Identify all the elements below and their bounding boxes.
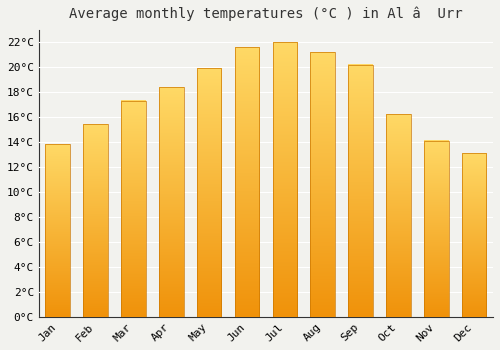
- Bar: [424, 141, 448, 317]
- Bar: [159, 87, 184, 317]
- Bar: [462, 153, 486, 317]
- Bar: [121, 101, 146, 317]
- Bar: [84, 125, 108, 317]
- Bar: [272, 42, 297, 317]
- Bar: [386, 114, 410, 317]
- Title: Average monthly temperatures (°C ) in Al â  Urr: Average monthly temperatures (°C ) in Al…: [69, 7, 462, 21]
- Bar: [197, 68, 222, 317]
- Bar: [234, 47, 260, 317]
- Bar: [46, 145, 70, 317]
- Bar: [310, 52, 335, 317]
- Bar: [348, 64, 373, 317]
